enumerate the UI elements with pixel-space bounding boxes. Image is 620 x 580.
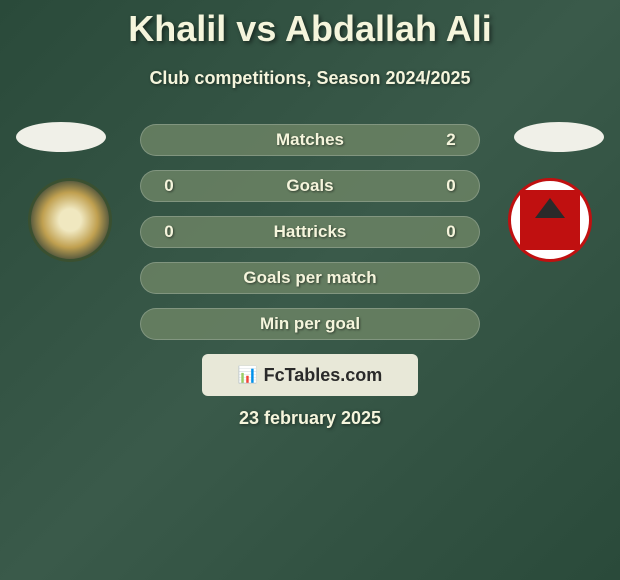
stat-right-value: 0: [441, 176, 461, 196]
site-name: FcTables.com: [264, 365, 383, 386]
club-badge-left: [28, 178, 112, 262]
stat-label: Hattricks: [179, 222, 441, 242]
stat-label: Goals: [179, 176, 441, 196]
chart-icon: 📊: [238, 365, 258, 385]
club-badge-right: [508, 178, 592, 262]
stat-row-hattricks: 0 Hattricks 0: [140, 216, 480, 248]
flag-left-placeholder: [16, 122, 106, 152]
stat-label: Min per goal: [179, 314, 441, 334]
stat-row-min-per-goal: Min per goal: [140, 308, 480, 340]
stat-label: Matches: [179, 130, 441, 150]
club-badge-right-inner: [520, 190, 580, 250]
stat-row-goals-per-match: Goals per match: [140, 262, 480, 294]
stat-row-goals: 0 Goals 0: [140, 170, 480, 202]
stat-right-value: 2: [441, 130, 461, 150]
stat-label: Goals per match: [179, 268, 441, 288]
page-title: Khalil vs Abdallah Ali: [0, 0, 620, 50]
stat-left-value: 0: [159, 222, 179, 242]
site-branding-badge[interactable]: 📊 FcTables.com: [202, 354, 418, 396]
flag-right-placeholder: [514, 122, 604, 152]
stat-row-matches: Matches 2: [140, 124, 480, 156]
footer-date: 23 february 2025: [0, 408, 620, 429]
stats-container: Matches 2 0 Goals 0 0 Hattricks 0 Goals …: [140, 124, 480, 354]
stat-left-value: 0: [159, 176, 179, 196]
page-subtitle: Club competitions, Season 2024/2025: [0, 68, 620, 89]
stat-right-value: 0: [441, 222, 461, 242]
